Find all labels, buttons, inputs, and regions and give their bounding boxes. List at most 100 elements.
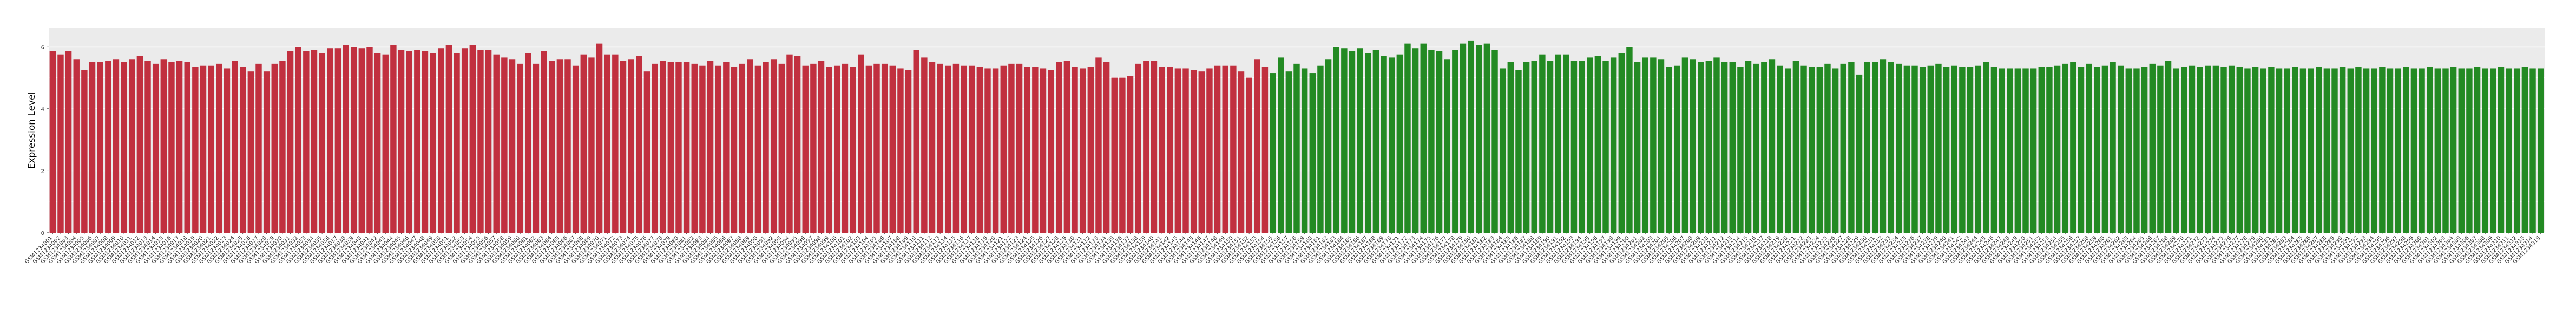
bar (992, 68, 999, 233)
bar (961, 65, 967, 233)
bar (2086, 63, 2092, 233)
bar (2410, 68, 2417, 233)
bar (477, 50, 484, 233)
bar (319, 53, 325, 233)
bar (1135, 63, 1141, 233)
bar (945, 65, 951, 233)
bar (2117, 65, 2124, 233)
bar (2442, 68, 2449, 233)
y-tick-label: 6 (41, 44, 44, 50)
bar (1563, 54, 1569, 233)
bar (2419, 68, 2425, 233)
bar (2157, 65, 2164, 233)
bar (1040, 68, 1047, 233)
bar (1238, 71, 1245, 233)
bar (1729, 62, 1736, 233)
bar (2434, 68, 2441, 233)
bar (2347, 68, 2354, 233)
bar (129, 59, 135, 233)
bar (1587, 57, 1593, 233)
bar (1903, 65, 1910, 233)
bar (2466, 68, 2473, 233)
y-tick-label: 2 (41, 168, 44, 174)
bar (240, 67, 246, 233)
bar (1063, 61, 1070, 233)
bar (327, 48, 333, 233)
bar (2371, 68, 2377, 233)
bar (1246, 77, 1252, 233)
bar (2030, 68, 2037, 233)
bar (2450, 67, 2457, 233)
bar (2339, 67, 2346, 233)
bar (2101, 65, 2108, 233)
bar (1372, 50, 1379, 233)
bar (97, 62, 103, 233)
bar (2458, 68, 2465, 233)
bar (1381, 56, 1387, 233)
bar (1214, 65, 1221, 233)
bar (57, 54, 64, 233)
bar (89, 62, 96, 233)
bar (350, 47, 357, 233)
bar (850, 67, 856, 233)
bar (2220, 67, 2227, 233)
bar (2474, 67, 2481, 233)
bar (279, 61, 286, 233)
bar (430, 53, 436, 233)
bar (2228, 65, 2235, 233)
bar (2212, 65, 2219, 233)
bar (2022, 68, 2029, 233)
bar (596, 43, 603, 233)
bar (2276, 68, 2283, 233)
bar (152, 63, 159, 233)
bar (81, 70, 88, 233)
bar (1016, 63, 1023, 233)
bar (1911, 65, 1918, 233)
bar (1468, 40, 1474, 233)
bar (1341, 48, 1348, 233)
bar (1309, 73, 1316, 233)
bar (628, 59, 634, 233)
bar (358, 48, 365, 233)
bar (723, 62, 730, 233)
bar (1523, 62, 1530, 233)
bar (1642, 57, 1648, 233)
bar (1983, 62, 1989, 233)
bar (2094, 67, 2100, 233)
bar (1404, 43, 1411, 233)
bar (1261, 67, 1269, 233)
bar (1547, 61, 1554, 233)
bar (176, 61, 183, 233)
bar (334, 48, 341, 233)
bar (834, 65, 840, 233)
bar (1278, 57, 1284, 233)
bar (1896, 63, 1902, 233)
bar (184, 62, 190, 233)
bar (2014, 68, 2021, 233)
bar (1808, 67, 1815, 233)
bar (1222, 65, 1228, 233)
bar (2054, 65, 2061, 233)
bar (1864, 62, 1870, 233)
y-axis-title: Expression Level (27, 92, 37, 169)
bar (1967, 67, 1974, 233)
bar (675, 62, 682, 233)
bar (937, 63, 943, 233)
bar (1444, 59, 1450, 233)
bar (1476, 45, 1482, 233)
bar (1182, 68, 1189, 233)
bar (1499, 68, 1506, 233)
bar (1270, 73, 1276, 233)
bar (1737, 67, 1744, 233)
bar (636, 56, 642, 233)
bar (1674, 65, 1680, 233)
bar (2521, 67, 2528, 233)
bar (786, 54, 793, 233)
bar (1919, 67, 1926, 233)
bar (2363, 68, 2370, 233)
bar (1832, 68, 1839, 233)
bar (1507, 62, 1514, 233)
bar (1745, 61, 1752, 233)
bar (1515, 70, 1522, 233)
bar (1785, 68, 1791, 233)
